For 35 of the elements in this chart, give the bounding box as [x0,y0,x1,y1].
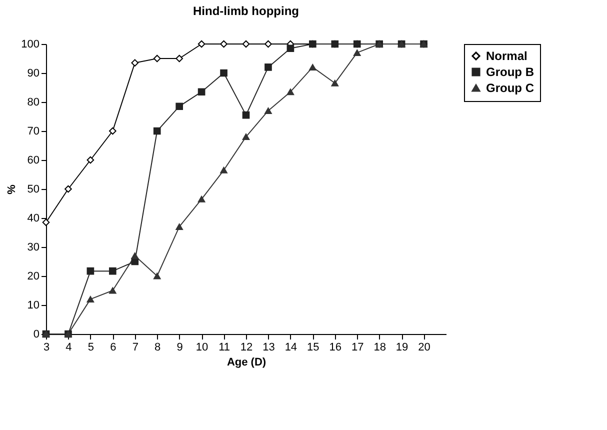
y-tick-label: 50 [27,184,40,196]
x-tick-label: 5 [88,342,94,354]
y-axis-title: % [6,184,18,194]
y-tick-label: 0 [33,328,40,340]
legend-label: Group C [486,81,534,95]
x-tick-label: 17 [351,342,364,354]
y-tick-label: 60 [27,154,40,166]
x-tick-label: 15 [307,342,320,354]
x-axis-title: Age (D) [226,356,266,368]
x-tick-label: 20 [418,342,430,354]
y-tick-label: 90 [27,68,40,80]
x-tick-label: 7 [132,342,138,354]
x-tick-label: 6 [110,342,116,354]
legend-label: Normal [486,49,528,63]
y-tick-label: 100 [21,38,40,50]
y-tick-label: 70 [27,126,40,138]
x-tick-label: 19 [396,342,408,354]
x-tick-label: 16 [329,342,342,354]
y-tick-label: 30 [27,242,40,254]
y-tick-label: 20 [27,270,40,282]
legend-label: Group B [486,65,534,79]
x-tick-label: 13 [262,342,275,354]
x-tick-label: 12 [240,342,253,354]
x-tick-label: 4 [66,342,72,354]
x-tick-label: 10 [196,342,208,354]
x-tick-label: 14 [284,342,298,354]
x-tick-label: 11 [218,342,230,354]
chart-title: Hind-limb hopping [193,4,299,18]
y-tick-label: 40 [27,212,40,224]
x-tick-label: 9 [176,342,183,354]
x-tick-label: 3 [43,342,50,354]
x-tick-label: 18 [374,342,386,354]
x-tick-label: 8 [154,342,161,354]
y-tick-label: 10 [27,300,40,312]
y-tick-label: 80 [27,96,40,108]
